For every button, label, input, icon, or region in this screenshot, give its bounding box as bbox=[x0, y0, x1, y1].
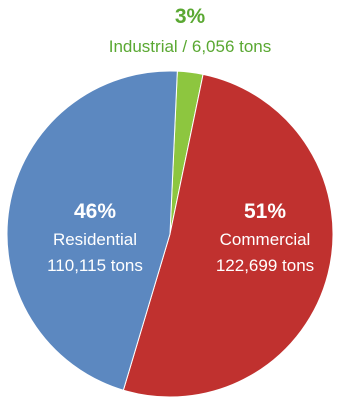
commercial-category-label: Commercial bbox=[220, 230, 311, 249]
pie-slice-residential bbox=[6, 70, 178, 391]
residential-amount-label: 110,115 tons bbox=[47, 256, 143, 275]
pie-slice-commercial bbox=[122, 73, 334, 398]
residential-percent-label: 46% bbox=[74, 200, 116, 223]
industrial-percent-label: 3% bbox=[175, 5, 206, 28]
commercial-percent-label: 51% bbox=[244, 200, 286, 223]
residential-category-label: Residential bbox=[53, 230, 137, 249]
industrial-caption-label: Industrial / 6,056 tons bbox=[109, 37, 272, 56]
pie-slices bbox=[6, 70, 334, 398]
commercial-amount-label: 122,699 tons bbox=[216, 256, 314, 275]
